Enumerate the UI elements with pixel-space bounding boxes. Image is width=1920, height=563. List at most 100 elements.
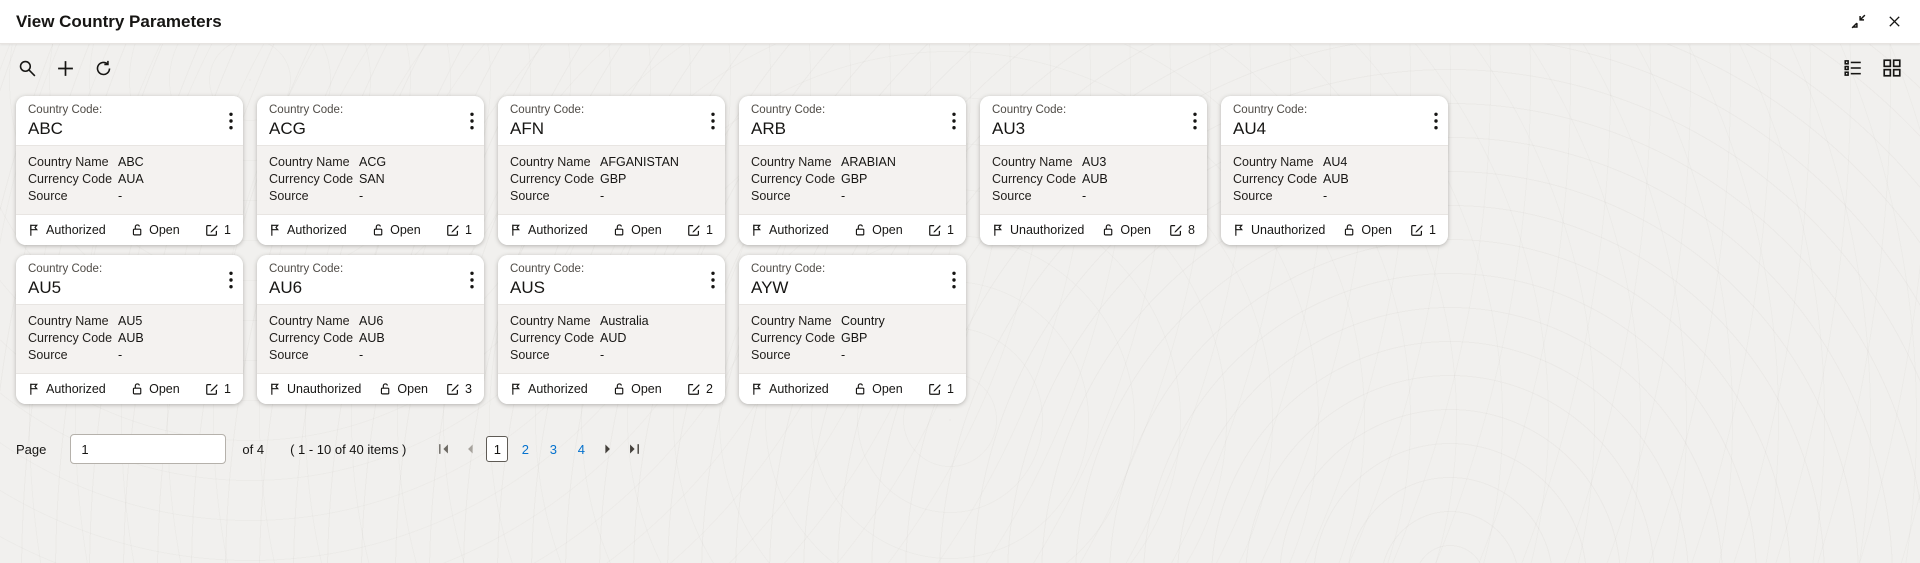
card-footer: Unauthorized Open 8 <box>980 215 1207 246</box>
country-name-value: AU5 <box>118 314 143 329</box>
source-value: - <box>1082 189 1087 204</box>
country-card: Country Code: ABC Country Name ABC Curre… <box>16 96 243 246</box>
record-status-text: Open <box>149 382 180 397</box>
country-name-value: ABC <box>118 155 144 170</box>
country-code-value: ABC <box>28 118 63 138</box>
source-value: - <box>1323 189 1328 204</box>
collapse-button[interactable] <box>1848 11 1869 32</box>
record-status-text: Open <box>631 223 662 238</box>
card-menu-button[interactable] <box>468 269 476 291</box>
country-card: Country Code: AUS Country Name Australia… <box>498 255 725 405</box>
authorization-status-text: Authorized <box>528 382 588 397</box>
card-menu-button[interactable] <box>709 110 717 132</box>
card-menu-button[interactable] <box>468 110 476 132</box>
open-lock-icon <box>373 224 383 236</box>
country-name-label: Country Name <box>751 155 832 170</box>
pagination-bar: Page of 4 ( 1 - 10 of 40 items ) 1 2 3 4 <box>16 434 1920 465</box>
last-page-button[interactable] <box>624 439 644 459</box>
open-lock-icon <box>1345 224 1354 236</box>
card-footer: Unauthorized Open 1 <box>1221 215 1448 246</box>
flag-icon <box>30 224 38 236</box>
country-code-value: ARB <box>751 118 786 138</box>
close-button[interactable] <box>1885 12 1904 31</box>
kebab-icon <box>470 271 474 289</box>
open-lock-icon <box>614 224 624 236</box>
list-view-icon <box>1844 60 1861 76</box>
currency-code-value: AUB <box>1323 172 1349 187</box>
next-page-button[interactable] <box>598 439 618 459</box>
card-grid: Country Code: ABC Country Name ABC Curre… <box>16 96 1462 405</box>
modification-count-text: 1 <box>1429 223 1436 238</box>
previous-page-icon <box>468 444 474 454</box>
country-code-label: Country Code: <box>28 263 103 276</box>
card-menu-button[interactable] <box>227 110 235 132</box>
previous-page-button[interactable] <box>460 439 480 459</box>
grid-view-button[interactable] <box>1880 56 1904 80</box>
flag-icon <box>512 224 520 236</box>
record-status: Open <box>613 382 662 396</box>
edit-icon <box>1411 225 1423 237</box>
currency-code-value: GBP <box>841 331 868 346</box>
card-menu-button[interactable] <box>1191 110 1199 132</box>
modification-count: 1 <box>205 223 231 237</box>
country-name-label: Country Name <box>751 314 832 329</box>
modification-count-text: 1 <box>465 223 472 238</box>
page-title: View Country Parameters <box>16 11 222 31</box>
currency-code-value: AUD <box>600 331 627 346</box>
source-value: - <box>600 189 605 204</box>
edit-icon <box>447 225 459 237</box>
card-menu-button[interactable] <box>1432 110 1440 132</box>
country-code-value: AUS <box>510 278 545 298</box>
edit-icon <box>447 384 459 396</box>
page-button-4[interactable]: 4 <box>570 436 592 462</box>
collapse-icon <box>1851 14 1866 29</box>
record-status: Open <box>854 223 903 237</box>
record-status: Open <box>1102 223 1151 237</box>
card-menu-button[interactable] <box>950 110 958 132</box>
country-code-value: AU5 <box>28 278 62 298</box>
kebab-icon <box>952 112 956 130</box>
search-button[interactable] <box>16 57 39 80</box>
currency-code-value: AUB <box>1082 172 1108 187</box>
open-lock-icon <box>132 383 142 395</box>
list-view-button[interactable] <box>1841 56 1865 80</box>
card-menu-button[interactable] <box>950 269 958 291</box>
record-status-text: Open <box>872 223 903 238</box>
next-page-icon <box>605 444 611 454</box>
first-page-button[interactable] <box>434 439 454 459</box>
authorization-status: Authorized <box>510 382 588 396</box>
open-lock-icon <box>1104 224 1113 236</box>
record-status-text: Open <box>1120 223 1151 238</box>
card-footer: Authorized Open 1 <box>16 374 243 405</box>
plus-icon <box>58 60 73 76</box>
toolbar-left <box>16 57 115 80</box>
first-page-icon <box>439 444 449 455</box>
kebab-icon <box>229 112 233 130</box>
country-name-value: AU3 <box>1082 155 1107 170</box>
record-status: Open <box>613 223 662 237</box>
country-name-label: Country Name <box>510 314 591 329</box>
page-button-3[interactable]: 3 <box>542 436 564 462</box>
page-button-2[interactable]: 2 <box>514 436 536 462</box>
add-button[interactable] <box>54 57 77 80</box>
flag-icon <box>512 384 520 396</box>
last-page-icon <box>630 444 640 455</box>
country-name-label: Country Name <box>28 155 109 170</box>
country-card: Country Code: AYW Country Name Country C… <box>739 255 966 405</box>
card-menu-button[interactable] <box>227 269 235 291</box>
page-button-1[interactable]: 1 <box>486 436 509 463</box>
open-lock-icon <box>855 383 865 395</box>
card-header: Country Code: AU4 <box>1221 96 1448 146</box>
kebab-icon <box>711 112 715 130</box>
authorization-status-text: Authorized <box>528 223 588 238</box>
card-menu-button[interactable] <box>709 269 717 291</box>
record-status-text: Open <box>1361 223 1392 238</box>
refresh-button[interactable] <box>92 57 115 80</box>
card-body: Country Name ABC Currency Code AUA Sourc… <box>16 145 243 216</box>
country-code-label: Country Code: <box>1233 104 1308 116</box>
country-code-label: Country Code: <box>28 104 103 116</box>
card-body: Country Name ARABIAN Currency Code GBP S… <box>739 145 966 216</box>
country-name-label: Country Name <box>269 314 350 329</box>
page-number-input[interactable] <box>70 434 227 465</box>
authorization-status-text: Authorized <box>46 223 106 238</box>
